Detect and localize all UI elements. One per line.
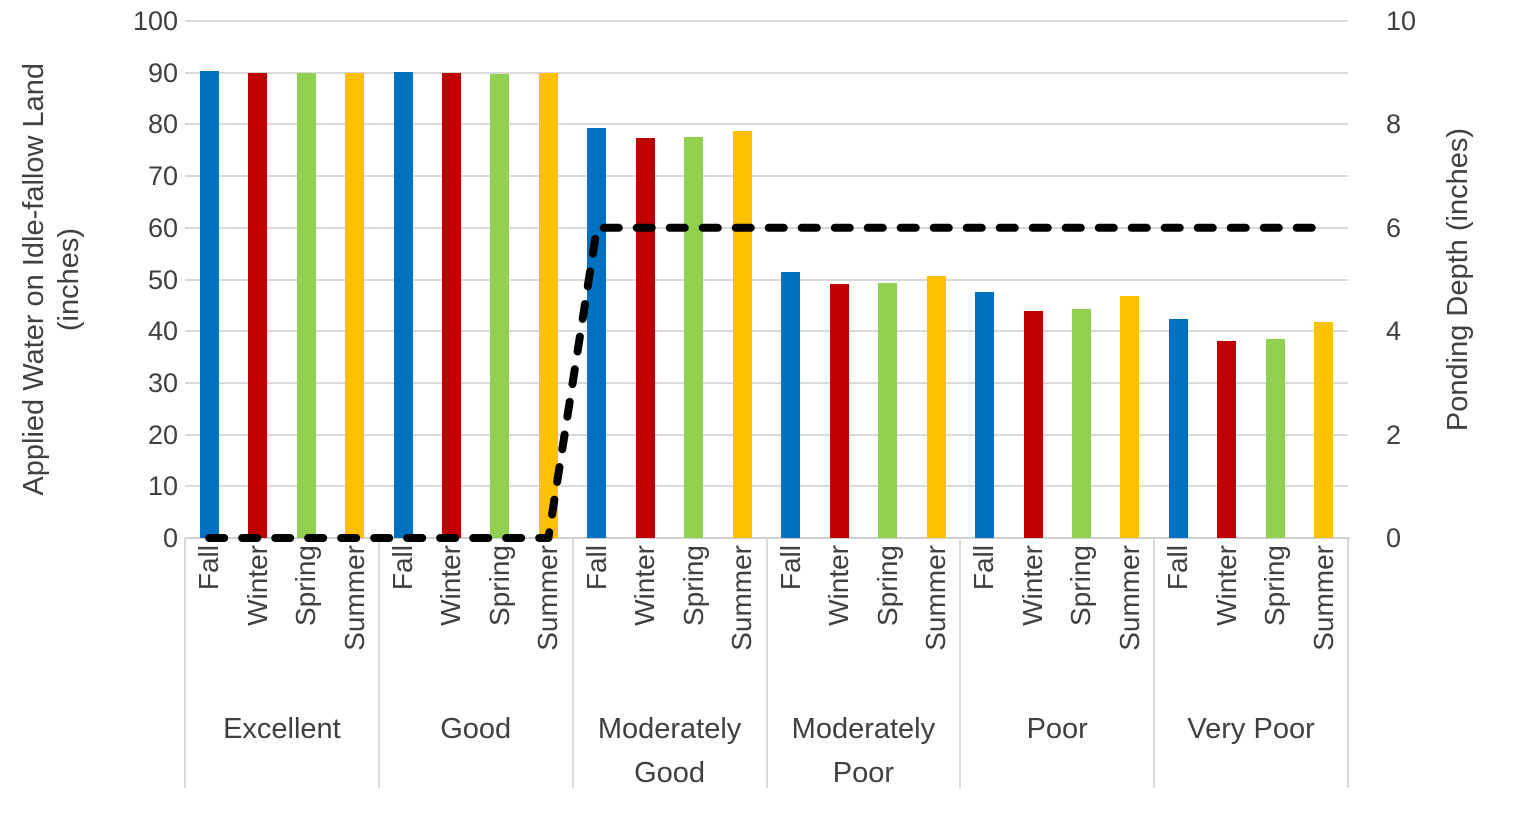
bar-poor-fall <box>975 291 995 538</box>
bar-moderately-good-spring <box>684 136 704 538</box>
left-axis-tick-label: 90 <box>147 57 178 88</box>
category-label-text: Moderately Good <box>597 713 742 789</box>
category-label-excellent: Excellent <box>185 695 379 788</box>
right-axis-tick-label: 10 <box>1386 6 1417 36</box>
bar-very-poor-summer <box>1314 322 1334 538</box>
left-axis-tick-label: 100 <box>132 6 178 36</box>
category-label-text: Poor <box>1026 713 1088 745</box>
category-divider <box>959 538 962 788</box>
left-axis-tick-label: 20 <box>147 419 178 450</box>
right-axis-tick-label: 6 <box>1386 212 1402 243</box>
bar-very-poor-fall <box>1168 318 1188 538</box>
bar-poor-spring <box>1071 308 1091 538</box>
gridline <box>185 381 1348 384</box>
left-axis-tick-label: 40 <box>147 316 178 347</box>
right-axis-tick-label: 8 <box>1386 109 1402 140</box>
bar-excellent-fall <box>199 71 219 538</box>
gridline <box>185 485 1348 488</box>
gridline <box>185 123 1348 126</box>
bar-poor-summer <box>1120 295 1140 538</box>
bar-excellent-winter <box>248 72 268 538</box>
bar-very-poor-spring <box>1265 338 1285 538</box>
right-axis-tick-label: 0 <box>1386 523 1402 553</box>
bar-excellent-spring <box>296 73 316 538</box>
category-label-moderately-poor: Moderately Poor <box>767 695 961 789</box>
x-axis-line <box>185 537 1350 539</box>
left-axis-tick-label: 10 <box>147 471 178 502</box>
category-label-text: Very Poor <box>1187 713 1315 745</box>
left-axis-tick-label: 60 <box>147 212 178 243</box>
category-divider <box>1347 538 1349 788</box>
category-divider <box>1153 538 1156 788</box>
category-label-poor: Poor <box>960 695 1154 788</box>
bar-good-summer <box>538 72 558 538</box>
category-label-text: Excellent <box>223 713 341 745</box>
gridline <box>185 433 1348 436</box>
bar-poor-winter <box>1023 311 1043 538</box>
category-label-moderately-good: Moderately Good <box>573 695 767 789</box>
left-axis-tick-label: 80 <box>147 109 178 140</box>
category-label-text: Moderately Poor <box>791 713 936 789</box>
gridline <box>185 330 1348 333</box>
category-label-very-poor: Very Poor <box>1154 695 1348 788</box>
gridline <box>185 278 1348 281</box>
category-divider <box>184 538 186 788</box>
left-axis-tick-label: 50 <box>147 264 178 295</box>
left-axis-tick-label: 0 <box>162 523 178 553</box>
bar-good-fall <box>393 71 413 538</box>
bar-good-spring <box>490 73 510 538</box>
bar-moderately-good-winter <box>635 138 655 538</box>
gridline <box>185 71 1348 74</box>
category-divider <box>571 538 574 788</box>
bar-moderately-poor-summer <box>926 275 946 538</box>
gridline <box>185 175 1348 178</box>
category-divider <box>377 538 380 788</box>
bar-moderately-poor-spring <box>878 282 898 538</box>
category-divider <box>765 538 768 788</box>
bar-excellent-summer <box>345 72 365 538</box>
bar-very-poor-winter <box>1217 340 1237 538</box>
bar-moderately-poor-fall <box>781 271 801 538</box>
gridline <box>185 20 1348 22</box>
bar-moderately-good-summer <box>732 131 752 538</box>
bar-good-winter <box>442 72 462 538</box>
category-label-text: Good <box>440 713 512 745</box>
left-axis-tick-label: 70 <box>147 161 178 192</box>
category-label-good: Good <box>379 695 573 788</box>
right-axis-tick-label: 4 <box>1386 316 1402 347</box>
left-axis-tick-label: 30 <box>147 367 178 398</box>
right-axis-tick-label: 2 <box>1386 419 1402 450</box>
bar-moderately-poor-winter <box>829 284 849 538</box>
